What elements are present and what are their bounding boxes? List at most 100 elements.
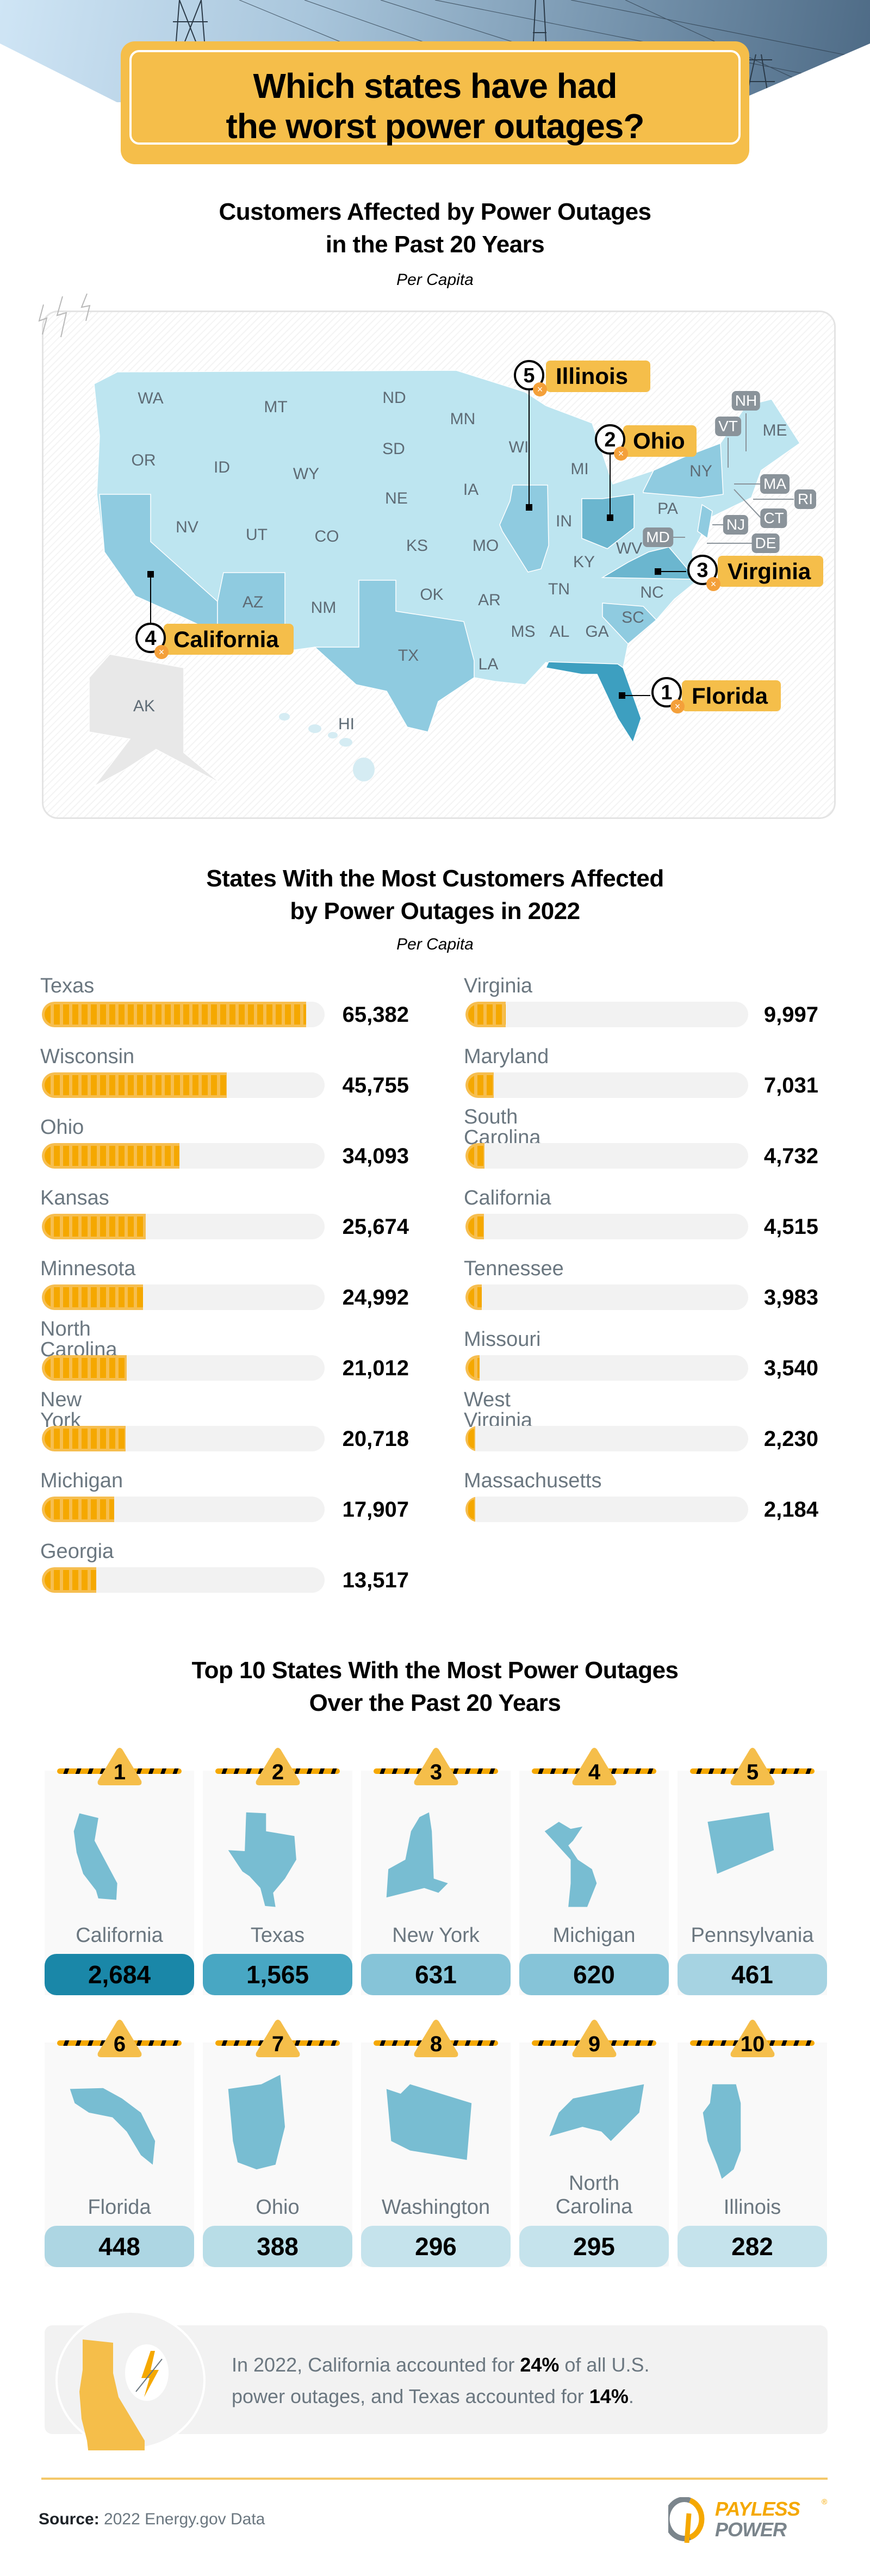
state-silhouette-icon <box>70 2088 156 2165</box>
warning-sign-icon <box>572 1748 617 1785</box>
state-texas <box>314 580 475 733</box>
state-hawaii-island <box>308 724 321 733</box>
logo-mark-icon <box>668 2497 705 2543</box>
bar-label: Missouri <box>464 1328 541 1351</box>
callout-rank-badge: 1 <box>651 677 682 707</box>
state-silhouette-icon <box>549 2084 644 2142</box>
outage-x-icon: × <box>614 446 628 461</box>
rank-number: 9 <box>588 2032 601 2056</box>
outage-count: 620 <box>519 1954 669 1995</box>
bar-label: Wisconsin <box>40 1045 135 1068</box>
bar-value: 3,540 <box>763 1356 818 1380</box>
state-card: Florida 448 <box>45 2043 194 2267</box>
state-ohio <box>581 494 635 549</box>
bar-fill <box>465 1497 475 1522</box>
outage-count: 631 <box>361 1954 511 1995</box>
state-label: WI <box>508 438 529 456</box>
page-title-line1: Which states have had <box>253 66 618 105</box>
title-banner: Which states have had the worst power ou… <box>121 41 749 164</box>
state-silhouette-icon <box>386 1812 448 1898</box>
california-outage-icon <box>55 2311 206 2450</box>
state-label: MS <box>511 623 536 641</box>
outage-count: 296 <box>361 2226 511 2267</box>
fact-text-line2: power outages, and Texas accounted for 1… <box>232 2385 634 2407</box>
outage-x-icon: × <box>154 645 169 659</box>
state-label: ID <box>214 458 230 476</box>
bar-track <box>465 1214 748 1239</box>
callout-anchor-dot <box>607 514 613 521</box>
bar-label: California <box>464 1187 551 1209</box>
state-label: TX <box>397 647 419 665</box>
state-label: NV <box>176 518 198 536</box>
bar-label: Virginia <box>464 974 533 997</box>
bar-label: Maryland <box>464 1045 549 1068</box>
bar-track <box>465 1002 748 1027</box>
state-label: TN <box>548 580 570 598</box>
state-name: Texas <box>250 1924 305 1947</box>
state-label: OK <box>420 586 444 604</box>
logo-text-payless: PAYLESS <box>715 2498 800 2520</box>
state-silhouette-icon <box>73 1813 117 1900</box>
callout-rank-badge: 4 <box>135 623 166 653</box>
state-label: AL <box>549 623 570 641</box>
rank-number: 4 <box>588 1760 601 1784</box>
outage-x-icon: × <box>533 382 547 396</box>
bar-fill <box>465 1426 475 1451</box>
bar-track <box>42 1143 325 1169</box>
state-silhouette-icon <box>703 2084 741 2179</box>
bar-value: 45,755 <box>342 1073 409 1097</box>
outage-count: 2,684 <box>45 1954 194 1995</box>
rank-number: 1 <box>113 1760 126 1784</box>
state-card: Illinois 282 <box>678 2043 827 2267</box>
bar-fill <box>42 1567 97 1593</box>
bar-track <box>465 1497 748 1522</box>
state-name: Florida <box>88 2196 151 2219</box>
rank-number: 8 <box>430 2032 443 2056</box>
state-label: CO <box>314 527 339 545</box>
bar-fill <box>42 1072 227 1098</box>
bar-value: 9,997 <box>763 1003 818 1027</box>
bar-track <box>465 1355 748 1381</box>
state-name: Washington <box>381 2196 490 2219</box>
state-south-carolina <box>602 603 657 645</box>
bar-value: 25,674 <box>342 1215 409 1239</box>
bar-track <box>465 1072 748 1098</box>
bar-fill <box>42 1284 143 1310</box>
state-label: NM <box>310 599 337 617</box>
payless-power-logo[interactable]: PAYLESS ® POWER <box>668 2497 831 2543</box>
state-label: NE <box>385 489 408 507</box>
small-state-label: RI <box>794 489 816 509</box>
bar-label: Ohio <box>40 1116 84 1139</box>
rank-number: 3 <box>430 1760 443 1784</box>
map-section-title-line2: in the Past 20 Years <box>325 231 545 258</box>
state-label: KS <box>406 537 428 555</box>
state-label: UT <box>246 526 268 544</box>
label-leader-line <box>734 489 762 519</box>
small-state-label: VT <box>715 417 741 436</box>
state-label: PA <box>657 500 678 518</box>
bar-fill <box>465 1284 482 1310</box>
bar-value: 4,732 <box>763 1144 818 1168</box>
rank-number: 7 <box>271 2032 284 2056</box>
small-state-label: DE <box>751 533 780 553</box>
bar-fill <box>465 1143 485 1169</box>
bars-section-title-line2: by Power Outages in 2022 <box>290 898 580 924</box>
bar-fill <box>42 1426 126 1451</box>
state-hawaii-island <box>353 758 375 781</box>
warning-sign-icon <box>256 2020 300 2057</box>
bar-track <box>42 1426 325 1451</box>
state-hawaii-island <box>279 713 290 721</box>
state-new-jersey <box>697 504 713 539</box>
bar-fill <box>465 1214 484 1239</box>
state-label: MT <box>264 398 288 416</box>
bar-track <box>42 1497 325 1522</box>
bar-label: South Carolina <box>464 1106 541 1149</box>
bar-track <box>42 1284 325 1310</box>
top10-title-line1: Top 10 States With the Most Power Outage… <box>191 1657 679 1684</box>
small-state-label: NJ <box>723 515 749 535</box>
map-section-subtitle: Per Capita <box>396 271 474 289</box>
bar-fill <box>42 1355 127 1381</box>
warning-sign-icon <box>730 2020 775 2057</box>
callout-label: Virginia <box>718 556 823 587</box>
state-silhouette-icon <box>386 2084 472 2160</box>
